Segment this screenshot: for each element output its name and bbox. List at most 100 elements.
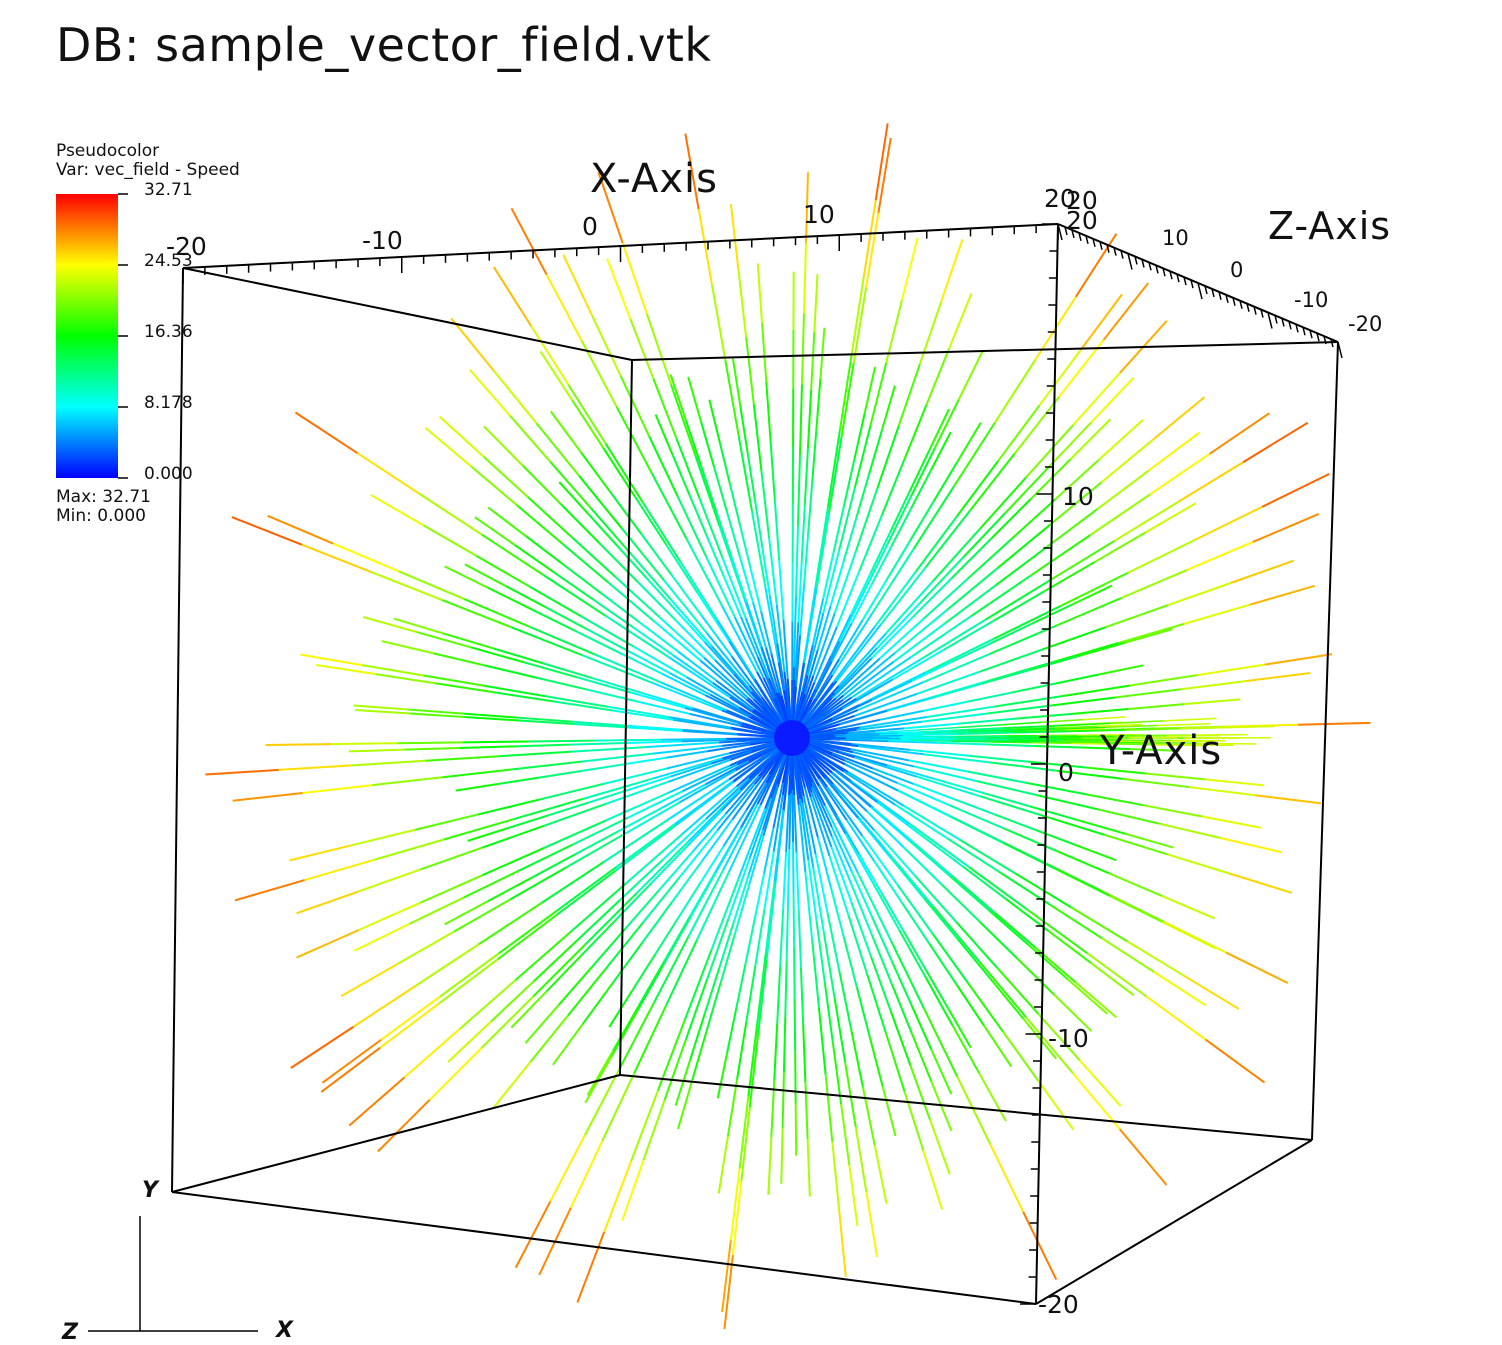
- vector-segment: [995, 360, 1036, 423]
- vector-segment: [624, 758, 666, 765]
- vector-segment: [785, 961, 786, 1017]
- z-tick-label: 10: [1162, 226, 1189, 250]
- vector-segment: [811, 332, 814, 390]
- vector-segment: [1183, 975, 1239, 1009]
- vector-segment: [415, 814, 478, 829]
- vector-segment: [779, 560, 783, 619]
- vector-segment: [581, 617, 634, 647]
- vector-segment: [321, 1048, 380, 1092]
- vector-segment: [515, 745, 570, 747]
- vector-segment: [686, 420, 701, 465]
- vector-segment: [1202, 817, 1261, 828]
- vector-segment: [775, 501, 779, 560]
- vector-segment: [475, 517, 515, 545]
- vector-segment: [857, 987, 870, 1037]
- vector-segment: [540, 351, 571, 399]
- vector-segment: [845, 1062, 856, 1127]
- vector-segment: [233, 793, 303, 801]
- vector-segment: [801, 967, 803, 1024]
- vector-segment: [1210, 413, 1270, 454]
- vector-segment: [954, 878, 995, 913]
- vector-segment: [331, 743, 397, 744]
- vector-segment: [954, 799, 995, 814]
- vector-segment: [968, 983, 1003, 1032]
- vector-segment: [1159, 824, 1220, 838]
- vector-segment: [349, 750, 404, 752]
- vector-segment: [1195, 507, 1262, 540]
- vector-segment: [957, 461, 998, 516]
- vector-segment: [795, 999, 796, 1051]
- vector-segment: [359, 869, 421, 891]
- vector-segment: [478, 799, 541, 814]
- vector-segment: [781, 1128, 782, 1184]
- z-tick-label: 0: [1230, 258, 1243, 282]
- vector-segment: [957, 423, 981, 462]
- vector-segment: [746, 918, 755, 963]
- vector-segment: [664, 917, 690, 962]
- vector-segment: [1184, 605, 1249, 624]
- vector-segment: [915, 876, 956, 922]
- vector-segment: [416, 944, 479, 985]
- vector-segment: [1130, 675, 1198, 685]
- vector-segment: [736, 963, 745, 1008]
- vector-segment: [816, 854, 828, 912]
- vector-segment: [617, 546, 646, 578]
- vector-segment: [529, 741, 595, 742]
- vector-segment: [904, 806, 960, 840]
- vector-segment: [512, 762, 582, 770]
- vector-segment: [465, 564, 506, 586]
- vector-segment: [484, 665, 535, 677]
- vector-segment: [433, 653, 484, 665]
- vector-segment: [1072, 586, 1112, 605]
- vector-segment: [1077, 643, 1125, 657]
- vector-segment: [777, 966, 780, 1023]
- vector-segment: [352, 830, 415, 845]
- vector-segment: [968, 693, 1012, 702]
- vector-segment: [1016, 714, 1072, 719]
- vector-segment: [613, 942, 643, 983]
- vector-segment: [865, 367, 875, 413]
- vector-segment: [398, 932, 454, 964]
- vector-segment: [755, 501, 762, 548]
- vector-segment: [549, 802, 590, 815]
- vector-segment: [540, 771, 582, 778]
- vector-segment: [1121, 570, 1187, 598]
- vector-segment: [899, 364, 920, 426]
- vector-segment: [333, 544, 399, 572]
- vector-segment: [762, 323, 766, 382]
- vector-segment: [685, 950, 712, 1021]
- vector-segment: [840, 354, 852, 431]
- vector-segment: [1026, 425, 1073, 477]
- vector-segment: [990, 979, 1023, 1019]
- vector-segment: [643, 901, 673, 942]
- vector-segment: [802, 314, 804, 385]
- vector-segment: [996, 547, 1047, 585]
- vector-segment: [1080, 1060, 1121, 1106]
- vector-segment: [382, 641, 433, 653]
- vector-segment: [904, 405, 926, 461]
- vector-segment: [951, 741, 991, 742]
- vector-segment: [926, 970, 948, 1009]
- vector-segment: [714, 467, 727, 512]
- vector-segment: [470, 370, 510, 416]
- vector-segment: [582, 764, 624, 771]
- vector-segment: [767, 886, 775, 960]
- vector-segment: [1146, 773, 1205, 779]
- legend-min: Min: 0.000: [56, 507, 151, 526]
- legend-variable: Var: vec_field - Speed: [56, 161, 240, 180]
- vector-segment: [783, 852, 786, 909]
- vector-segment: [420, 875, 482, 902]
- vector-segment: [774, 1023, 777, 1080]
- vector-segment: [493, 1062, 530, 1108]
- vector-segment: [991, 499, 1031, 539]
- vector-segment: [1163, 922, 1216, 948]
- vector-segment: [826, 1075, 833, 1142]
- legend-colorbar: [56, 194, 118, 478]
- vector-segment: [808, 1139, 810, 1196]
- legend-plot-type: Pseudocolor: [56, 142, 240, 161]
- vector-segment: [1226, 952, 1288, 983]
- vector-segment: [1126, 834, 1174, 848]
- vector-segment: [828, 431, 840, 508]
